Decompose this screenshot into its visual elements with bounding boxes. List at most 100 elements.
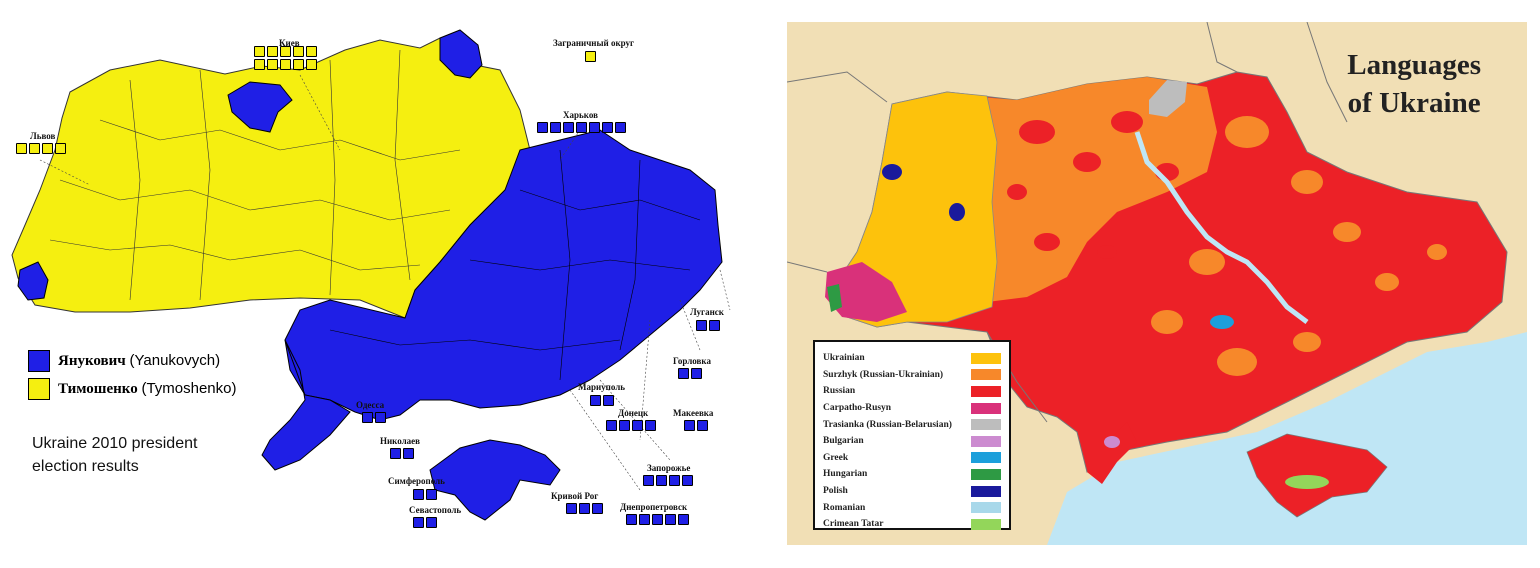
seat-marker: [403, 448, 414, 459]
crimea-region: [429, 439, 561, 521]
seat-marker: [592, 503, 603, 514]
legend-item-polish: Polish: [823, 483, 1001, 500]
city-label-mariupol: Мариуполь: [578, 382, 626, 392]
seats-horlivka: [678, 368, 702, 379]
legend-swatch: [971, 402, 1001, 414]
seats-luhansk: [696, 320, 720, 331]
city-label-makiivka: Макеевка: [673, 408, 714, 418]
seat-marker: [665, 514, 676, 525]
legend-swatch: [971, 502, 1001, 514]
legend-item-bulgarian: Bulgarian: [823, 433, 1001, 450]
legend-swatch: [971, 468, 1001, 480]
legend-item-hungarian: Hungarian: [823, 466, 1001, 483]
seat-marker: [696, 320, 707, 331]
legend-label: Greek: [823, 452, 849, 463]
ukrainian-zone: [836, 91, 998, 328]
seats-abroad: [585, 51, 596, 62]
crimean-tatar-zone: [1285, 475, 1329, 489]
seat-marker: [709, 320, 720, 331]
legend-swatch: [971, 369, 1001, 381]
greek-zone: [1210, 315, 1234, 329]
odessa-zone: [1087, 422, 1137, 484]
seat-marker: [606, 420, 617, 431]
seat-marker: [652, 514, 663, 525]
seat-marker: [645, 420, 656, 431]
legend-label: Russian: [823, 386, 856, 397]
seat-marker: [632, 420, 643, 431]
legend-yanukovych: Янукович (Yanukovych): [28, 350, 220, 372]
legend-item-romanian: Romanian: [823, 499, 1001, 516]
seat-marker: [29, 143, 40, 154]
seats-mariupol: [590, 395, 614, 406]
city-label-luhansk: Луганск: [690, 307, 724, 317]
legend-label: Carpatho-Rusyn: [823, 403, 892, 414]
city-label-donetsk: Донецк: [618, 408, 649, 418]
seats-zaporizhzhia: [643, 475, 693, 486]
legend-name-lat: (Tymoshenko): [141, 380, 237, 397]
legend-swatch-blue: [28, 350, 50, 372]
seats-odesa: [362, 412, 386, 423]
legend-name-lat: (Yanukovych): [129, 352, 221, 369]
seat-marker: [362, 412, 373, 423]
seat-marker: [590, 395, 601, 406]
seat-marker: [413, 489, 424, 500]
district-lines: [49, 49, 461, 301]
east-district-lines: [329, 149, 701, 381]
center-blue-region: [227, 81, 293, 133]
seats-kryvyi-rih: [566, 503, 603, 514]
caption-line-1: Ukraine 2010 president: [32, 435, 198, 452]
legend-swatch: [971, 485, 1001, 497]
legend-item-greek: Greek: [823, 450, 1001, 467]
legend-item-surzhyk: Surzhyk (Russian-Ukrainian): [823, 367, 1001, 384]
seats-kharkiv: [537, 122, 626, 133]
seats-lviv: [16, 143, 66, 154]
legend-label: Romanian: [823, 502, 866, 513]
seat-marker: [589, 122, 600, 133]
legend-swatch: [971, 385, 1001, 397]
legend-item-trasianka: Trasianka (Russian-Belarusian): [823, 416, 1001, 433]
seat-marker: [602, 122, 613, 133]
seat-marker: [267, 46, 278, 57]
city-label-odesa: Одесса: [356, 400, 385, 410]
seat-marker: [426, 489, 437, 500]
seat-marker: [626, 514, 637, 525]
north-blue-region: [439, 29, 483, 79]
legend-swatch-yellow: [28, 378, 50, 400]
seat-marker: [293, 59, 304, 70]
seat-marker: [55, 143, 66, 154]
city-label-simferopol: Симферополь: [388, 476, 445, 486]
city-label-lviv: Львов: [30, 131, 56, 141]
seat-marker: [16, 143, 27, 154]
languages-legend: Ukrainian Surzhyk (Russian-Ukrainian) Ru…: [813, 340, 1011, 530]
languages-title-line-2: of Ukraine: [1347, 87, 1481, 119]
seat-marker: [656, 475, 667, 486]
legend-swatch: [971, 419, 1001, 431]
seat-marker: [254, 59, 265, 70]
city-label-horlivka: Горловка: [673, 356, 711, 366]
languages-title-line-1: Languages: [1347, 49, 1481, 81]
seat-marker: [619, 420, 630, 431]
crimea-zone: [1246, 433, 1388, 518]
seat-marker: [375, 412, 386, 423]
seat-marker: [639, 514, 650, 525]
legend-label: Crimean Tatar: [823, 519, 884, 530]
legend-label: Surzhyk (Russian-Ukrainian): [823, 369, 944, 380]
city-label-dnipro: Днепропетровск: [620, 502, 688, 512]
southwest-blue-region: [17, 261, 49, 301]
seat-marker: [678, 514, 689, 525]
seat-marker: [697, 420, 708, 431]
bulgarian-zone: [1104, 436, 1120, 448]
legend-label: Polish: [823, 486, 848, 497]
legend-item-ukrainian: Ukrainian: [823, 350, 1001, 367]
seat-marker: [413, 517, 424, 528]
seat-marker: [293, 46, 304, 57]
russian-islands: [1007, 111, 1179, 259]
languages-map-panel: Languages of Ukraine Ukrainian Surzhyk (…: [787, 22, 1527, 545]
city-label-kryvyi-rih: Кривой Рог: [551, 491, 599, 501]
legend-label: Ukrainian: [823, 353, 865, 364]
seat-marker: [42, 143, 53, 154]
legend-swatch: [971, 518, 1001, 530]
legend-swatch: [971, 452, 1001, 464]
languages-title: Languages of Ukraine: [1347, 46, 1481, 122]
seat-marker: [426, 517, 437, 528]
